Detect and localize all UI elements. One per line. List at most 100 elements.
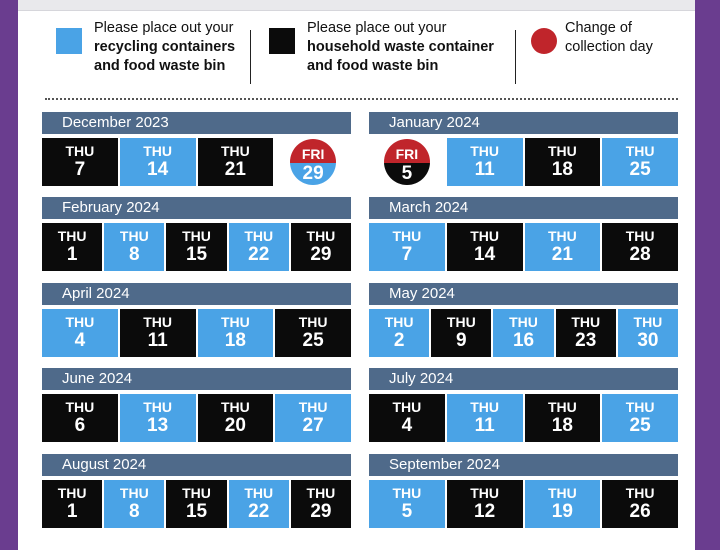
legend-household-line3: and food waste bin	[307, 58, 439, 74]
day-of-week: THU	[244, 228, 274, 244]
date-row: THU 5 THU 12 THU 19 THU 26	[369, 480, 678, 528]
household-day: THU 14	[446, 223, 523, 271]
day-number: 4	[74, 330, 86, 351]
day-number: 8	[129, 501, 140, 522]
month-header: March 2024	[369, 197, 678, 219]
month-header: January 2024	[369, 112, 678, 134]
day-number: 30	[637, 330, 659, 351]
day-number: 5	[401, 501, 413, 522]
day-number: 28	[629, 244, 651, 265]
changed-collection-day: FRI 29	[275, 138, 351, 186]
day-number: 23	[575, 330, 597, 351]
day-number: 22	[248, 501, 270, 522]
household-day: THU 15	[166, 480, 227, 528]
day-number: 19	[551, 501, 573, 522]
household-day: THU 21	[197, 138, 274, 186]
day-number: 1	[66, 244, 78, 265]
day-of-week: THU	[547, 485, 577, 501]
month-block: June 2024 THU 6 THU 13 THU 20 THU 27	[42, 368, 351, 442]
date-row: THU 1 THU 8 THU 15 THU 22 THU 29	[42, 480, 352, 528]
household-day: THU 25	[275, 309, 351, 357]
day-of-week: THU	[143, 399, 173, 415]
top-band	[18, 0, 695, 11]
day-of-week: THU	[298, 314, 328, 330]
day-number: 21	[224, 159, 246, 180]
day-of-week: THU	[65, 314, 95, 330]
day-number: 6	[74, 415, 86, 436]
day-number: 29	[290, 162, 337, 185]
legend-recycling-line3: and food waste bin	[94, 58, 226, 74]
recycling-day: THU 27	[275, 394, 351, 442]
black-swatch-icon	[269, 28, 295, 54]
day-number: 7	[401, 244, 413, 265]
household-day: THU 29	[290, 480, 352, 528]
recycling-day: THU 7	[369, 223, 445, 271]
day-of-week: THU	[306, 485, 336, 501]
day-of-week: THU	[625, 228, 655, 244]
calendar-page: Please place out your recycling containe…	[18, 0, 695, 550]
day-of-week: THU	[470, 228, 500, 244]
day-of-week: THU	[65, 399, 95, 415]
change-day-circle-icon: FRI 29	[290, 139, 337, 185]
household-day: THU 18	[524, 138, 601, 186]
month-block: September 2024 THU 5 THU 12 THU 19 THU 26	[369, 454, 678, 528]
day-of-week: THU	[384, 314, 414, 330]
day-number: 18	[224, 330, 246, 351]
recycling-day: THU 22	[228, 480, 289, 528]
day-number: 22	[248, 244, 270, 265]
household-day: THU 20	[197, 394, 274, 442]
household-day: THU 18	[524, 394, 601, 442]
day-number: 26	[629, 501, 651, 522]
day-number: 18	[551, 159, 573, 180]
day-of-week: THU	[119, 485, 149, 501]
recycling-day: THU 25	[602, 394, 678, 442]
day-of-week: THU	[547, 228, 577, 244]
month-header: May 2024	[369, 283, 678, 305]
month-block: March 2024 THU 7 THU 14 THU 21 THU 28	[369, 197, 678, 271]
day-number: 7	[74, 159, 86, 180]
day-number: 2	[393, 330, 405, 351]
household-day: THU 12	[446, 480, 523, 528]
month-block: December 2023 THU 7 THU 14 THU 21 FRI 29	[42, 112, 351, 186]
day-number: 11	[474, 415, 495, 436]
recycling-day: THU 2	[369, 309, 430, 357]
changed-collection-day: FRI 5	[369, 138, 445, 186]
day-of-week: THU	[470, 399, 500, 415]
month-block: August 2024 THU 1 THU 8 THU 15 THU 22 THU 29	[42, 454, 352, 528]
day-of-week: THU	[143, 314, 173, 330]
household-day: THU 11	[119, 309, 196, 357]
day-number: 18	[551, 415, 573, 436]
blue-swatch-icon	[56, 28, 82, 54]
date-row: FRI 5 THU 11 THU 18 THU 25	[369, 138, 678, 186]
day-of-week: THU	[633, 314, 663, 330]
month-block: January 2024 FRI 5 THU 11 THU 18 THU 25	[369, 112, 678, 186]
household-day: THU 23	[555, 309, 616, 357]
recycling-day: THU 22	[228, 223, 289, 271]
day-number: 15	[185, 501, 208, 522]
legend-divider	[515, 30, 516, 84]
legend-household-line2: household waste container	[307, 39, 494, 55]
month-block: July 2024 THU 4 THU 11 THU 18 THU 25	[369, 368, 678, 442]
dotted-divider	[45, 98, 678, 100]
month-header: September 2024	[369, 454, 678, 476]
recycling-day: THU 30	[617, 309, 679, 357]
day-of-week: THU	[392, 228, 422, 244]
recycling-day: THU 8	[104, 480, 165, 528]
day-number: 29	[310, 244, 332, 265]
recycling-day: THU 11	[446, 394, 523, 442]
date-row: THU 7 THU 14 THU 21 THU 28	[369, 223, 678, 271]
date-row: THU 7 THU 14 THU 21 FRI 29	[42, 138, 351, 186]
recycling-day: THU 4	[42, 309, 118, 357]
household-day: THU 4	[369, 394, 445, 442]
day-of-week: THU	[220, 143, 250, 159]
day-of-week: THU	[143, 143, 173, 159]
date-row: THU 1 THU 8 THU 15 THU 22 THU 29	[42, 223, 352, 271]
day-number: 11	[147, 330, 168, 351]
recycling-day: THU 5	[369, 480, 445, 528]
day-of-week: THU	[509, 314, 538, 330]
day-of-week: THU	[220, 399, 250, 415]
day-of-week: THU	[119, 228, 149, 244]
day-number: 5	[383, 162, 430, 185]
day-number: 13	[147, 415, 169, 436]
day-number: 27	[302, 415, 324, 436]
